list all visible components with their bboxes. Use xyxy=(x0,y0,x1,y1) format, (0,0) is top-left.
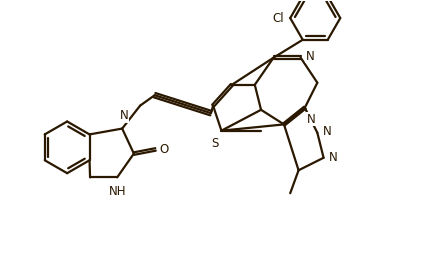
Text: N: N xyxy=(306,49,314,63)
Text: N: N xyxy=(323,125,332,138)
Text: Cl: Cl xyxy=(272,12,284,24)
Text: N: N xyxy=(119,109,128,122)
Text: S: S xyxy=(211,137,219,150)
Text: O: O xyxy=(160,143,169,156)
Text: NH: NH xyxy=(108,185,126,198)
Text: N: N xyxy=(329,151,338,164)
Text: N: N xyxy=(307,113,316,126)
